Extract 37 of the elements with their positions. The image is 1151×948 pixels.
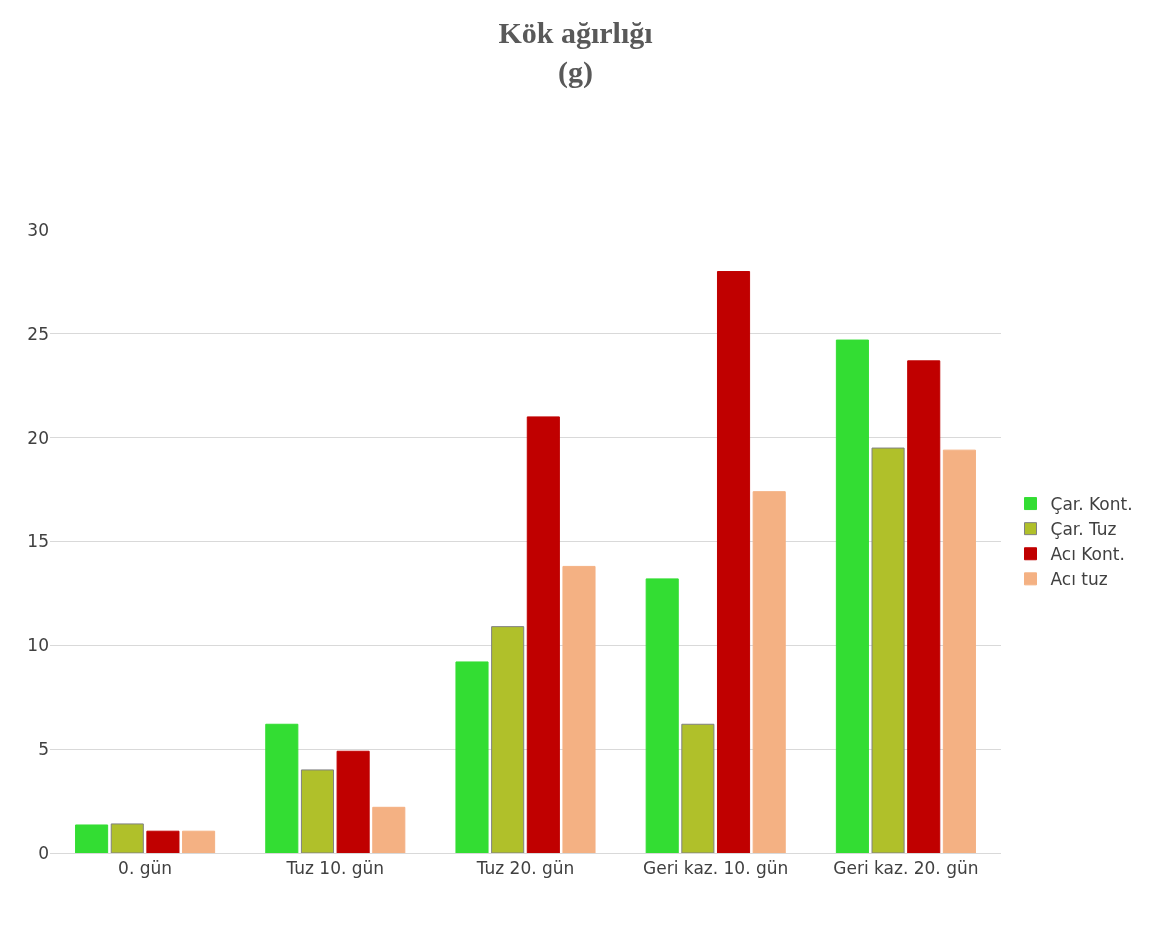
chart-title: Kök ağırlığı (g)	[498, 15, 653, 89]
bar	[110, 823, 144, 853]
bar	[907, 360, 941, 853]
x-tick-label: Tuz 10. gün	[285, 858, 385, 879]
bar	[300, 769, 335, 853]
bar	[681, 723, 715, 853]
bar	[716, 271, 751, 853]
x-tick-label: Geri kaz. 10. gün	[643, 858, 789, 879]
legend-label: Acı Kont.	[1050, 544, 1125, 565]
y-tick-label: 20	[27, 427, 49, 448]
bar	[491, 626, 525, 853]
bar	[182, 830, 216, 853]
x-tick-label: Tuz 20. gün	[475, 858, 575, 879]
legend-label: Acı tuz	[1050, 569, 1108, 590]
y-tick-label: 15	[27, 531, 49, 552]
y-tick-label: 10	[27, 635, 49, 656]
y-tick-label: 30	[27, 219, 49, 240]
y-tick-label: 0	[38, 842, 49, 863]
y-tick-label: 25	[27, 323, 49, 344]
legend-label: Çar. Tuz	[1050, 519, 1117, 540]
y-tick-label: 5	[38, 739, 49, 760]
bar	[645, 578, 679, 853]
legend-label: Çar. Kont.	[1050, 494, 1133, 515]
bar	[562, 565, 596, 853]
bar	[526, 416, 560, 853]
bar	[75, 824, 109, 853]
bar	[146, 830, 180, 853]
bar	[455, 661, 489, 853]
bar	[752, 491, 786, 853]
x-tick-label: Geri kaz. 20. gün	[833, 858, 979, 879]
bar	[871, 447, 905, 853]
x-tick-label: 0. gün	[118, 858, 173, 879]
bar	[835, 339, 869, 853]
bar	[265, 723, 299, 853]
bar	[942, 449, 976, 853]
bar	[372, 806, 406, 853]
bar	[336, 750, 370, 853]
